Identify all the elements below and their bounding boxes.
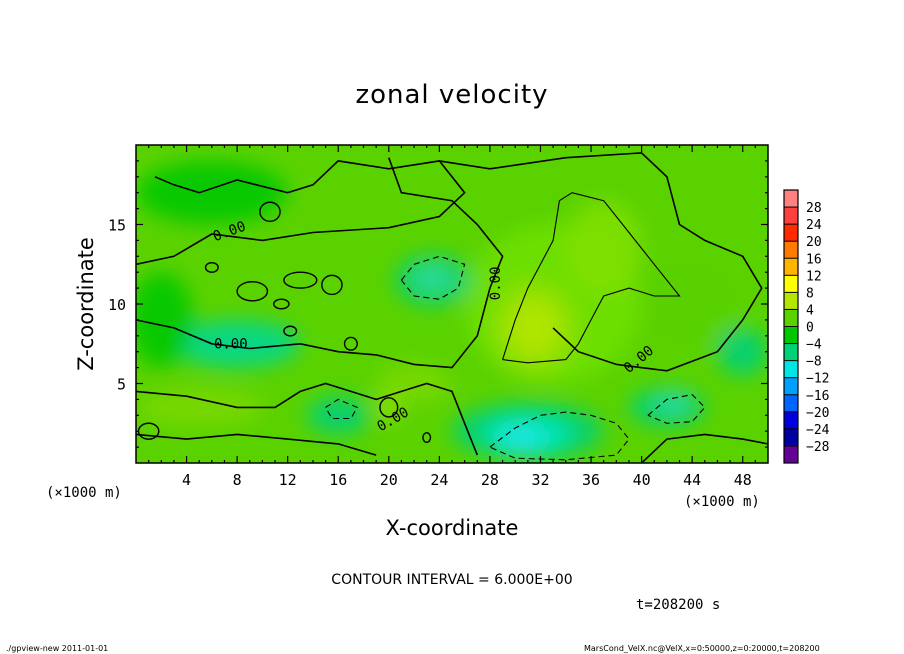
- colorbar-label: −28: [806, 440, 829, 455]
- contour-loop: [204, 261, 219, 273]
- contour-loop: [236, 281, 269, 302]
- field-blob: [306, 396, 370, 435]
- colorbar-label: 20: [806, 235, 822, 250]
- contour-negative: [647, 394, 706, 424]
- x-tick-label: 28: [481, 471, 499, 489]
- colorbar-label: 8: [806, 286, 814, 301]
- colorbar-label: −8: [806, 355, 822, 370]
- x-tick-label: 36: [582, 471, 600, 489]
- x-tick-label: 44: [683, 471, 701, 489]
- colorbar-label: 4: [806, 303, 814, 318]
- colorbar-label: −20: [806, 406, 829, 421]
- field-blob: [717, 327, 768, 376]
- contour-zero-mid: [136, 157, 504, 369]
- colorbar-label: −24: [806, 423, 830, 438]
- colorbar-label: 28: [806, 201, 822, 216]
- colorbar-swatch: [784, 241, 798, 259]
- field-blob: [136, 388, 263, 427]
- footer-right-label: MarsCond_VelX.nc@VelX,x=0:50000,z=0:2000…: [584, 644, 820, 653]
- contour-zero-right: [439, 152, 763, 372]
- y-tick-label: 15: [108, 217, 126, 235]
- y-tick-labels: 5 10 15: [108, 217, 126, 394]
- contour-negative: [400, 255, 466, 300]
- colorbar-swatch: [784, 377, 798, 396]
- colorbar-label: −16: [806, 389, 829, 404]
- field-blob: [173, 319, 301, 368]
- contour-zero-bottom-right: [641, 433, 768, 463]
- contour-loop: [379, 397, 399, 418]
- x-tick-label: 48: [734, 471, 752, 489]
- colorbar-swatch: [784, 326, 798, 344]
- x-tick-label: 4: [182, 471, 191, 489]
- contour-negative: [325, 398, 358, 420]
- x-unit-label: (×1000 m): [684, 494, 760, 510]
- colorbar-swatch: [784, 428, 798, 447]
- colorbar-label: 0: [806, 321, 814, 336]
- chart-title: zonal velocity: [355, 80, 548, 110]
- colorbar-swatch: [784, 445, 798, 464]
- colorbar-swatch: [784, 224, 798, 242]
- plot-area: 0.000.000.000.000.00: [135, 144, 769, 464]
- colorbar-swatch: [784, 394, 798, 413]
- x-tick-label: 24: [430, 471, 448, 489]
- contour-interval-note: CONTOUR INTERVAL = 6.000E+00: [331, 572, 572, 588]
- colorbar-swatch: [784, 360, 798, 379]
- colorbar-label: 16: [806, 252, 822, 267]
- contour-label: 0.00: [214, 337, 248, 353]
- contour-label: 0.00: [488, 266, 504, 300]
- x-tick-label: 8: [233, 471, 242, 489]
- colorbar-swatch: [784, 258, 798, 276]
- colorbar-swatch: [784, 343, 798, 362]
- axis-ticks: [136, 145, 768, 463]
- colorbar-label: 24: [806, 218, 822, 233]
- colorbar-swatch: [784, 190, 798, 208]
- contour-zero-lower: [136, 382, 479, 456]
- contour-loop: [321, 274, 343, 296]
- x-tick-label: 40: [633, 471, 651, 489]
- x-tick-label: 12: [279, 471, 297, 489]
- contour-negative: [489, 411, 630, 461]
- colorbar-swatch: [784, 207, 798, 225]
- colorbar-label: −4: [806, 338, 822, 353]
- colorbar-swatch: [784, 275, 798, 293]
- contour-loop: [259, 201, 281, 223]
- contour-loop: [273, 298, 290, 310]
- x-tick-labels: 4 8 12 16 20 24 28 32 36 40 44 48: [182, 471, 752, 489]
- contour-loop: [422, 432, 432, 444]
- field-blob: [565, 200, 642, 297]
- y-unit-label: (×1000 m): [46, 485, 122, 501]
- y-tick-label: 5: [117, 376, 126, 394]
- time-label: t=208200 s: [636, 597, 720, 613]
- contour-loop: [283, 271, 318, 289]
- colorbar-label: −12: [806, 372, 829, 387]
- contour-lines: [136, 152, 768, 463]
- x-tick-label: 16: [329, 471, 347, 489]
- x-tick-label: 32: [531, 471, 549, 489]
- colorbar-label: 12: [806, 269, 822, 284]
- footer-left-label: ./gpview-new 2011-01-01: [6, 644, 108, 653]
- colorbar-swatch: [784, 309, 798, 327]
- x-axis-label: X-coordinate: [386, 516, 519, 540]
- contour-loop: [343, 336, 358, 351]
- colorbar-swatch: [784, 411, 798, 430]
- y-tick-label: 10: [108, 296, 126, 314]
- field-blob: [136, 160, 288, 225]
- x-tick-label: 20: [380, 471, 398, 489]
- field-blob: [498, 426, 545, 452]
- y-axis-label: Z-coordinate: [74, 237, 98, 371]
- colorbar: 28 24 20 16 12 8 4 0 −4 −8 −12 −16 −20 −24 −28: [783, 189, 830, 464]
- contour-zero-bottom: [136, 433, 377, 456]
- colorbar-swatch: [784, 292, 798, 310]
- field-blob: [508, 299, 560, 357]
- contour-positive: [502, 192, 681, 364]
- field-blob: [654, 391, 693, 414]
- contour-loop: [283, 325, 298, 337]
- field-blob: [136, 272, 193, 368]
- field-blob: [412, 264, 454, 293]
